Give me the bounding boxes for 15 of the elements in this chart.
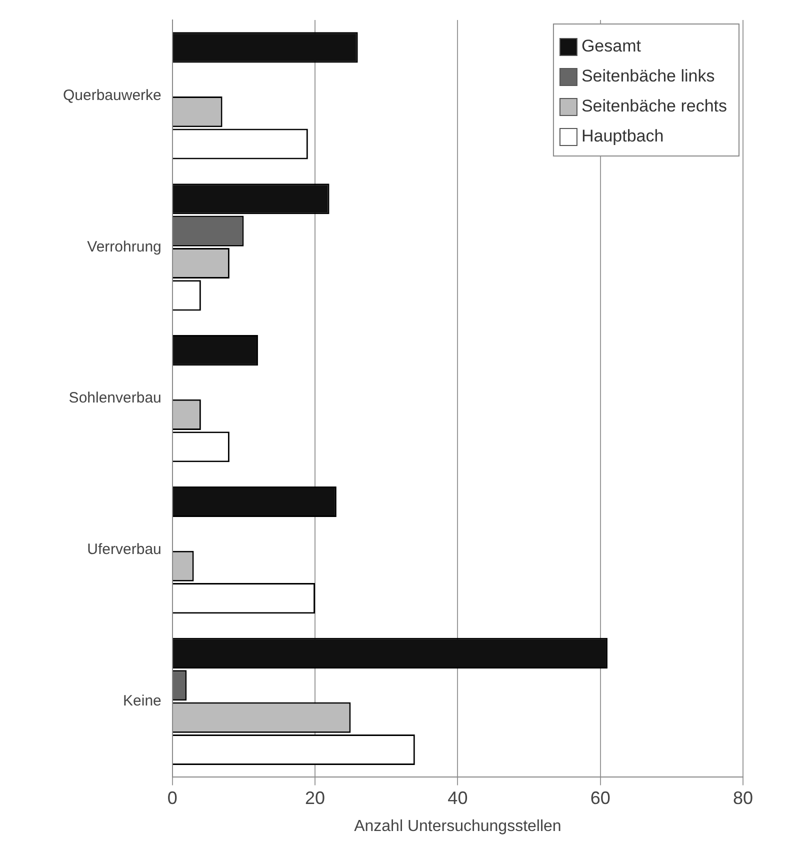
legend-label: Hauptbach [581, 126, 664, 146]
y-tick-label: Verrohrung [87, 238, 162, 256]
y-tick-label: Querbauwerke [62, 86, 162, 104]
legend-label: Seitenbäche links [581, 66, 715, 86]
y-tick-label: Keine [123, 692, 162, 710]
x-tick-label: 20 [305, 788, 326, 808]
y-tick-label: Sohlenverbau [68, 390, 162, 407]
x-tick-label: 60 [590, 788, 610, 808]
y-tick-label: Uferverbau [87, 541, 162, 558]
x-tick-label: 40 [448, 788, 468, 808]
x-tick-label: 80 [732, 788, 754, 808]
legend-label: Gesamt [581, 36, 642, 56]
legend-label: Seitenbäche rechts [581, 96, 728, 116]
x-tick-label: 0 [167, 788, 178, 808]
x-axis-title: Anzahl Untersuchungsstellen [354, 818, 562, 835]
